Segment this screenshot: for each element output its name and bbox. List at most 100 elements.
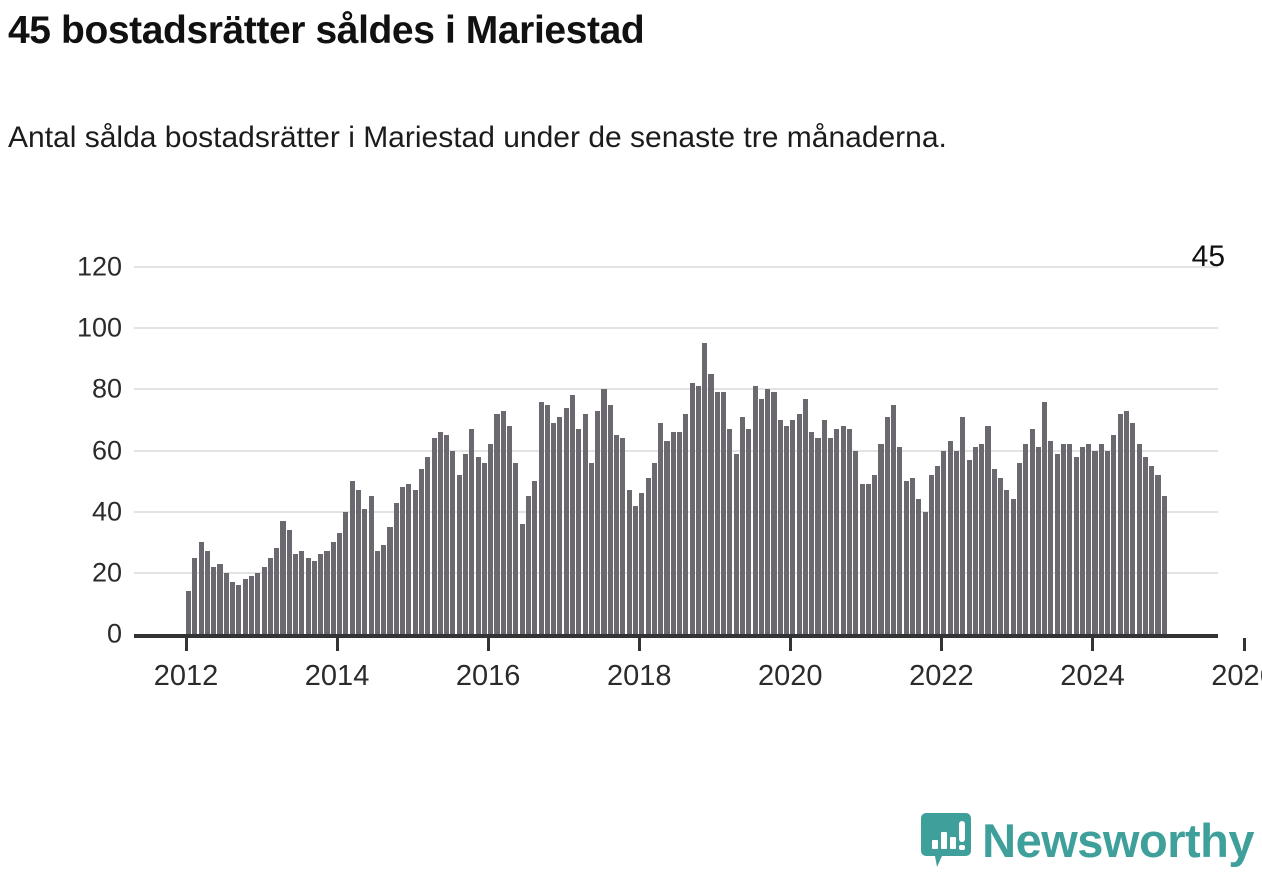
bar [790,419,796,634]
gridline [134,327,1218,330]
bar [400,487,406,634]
bar [393,502,399,634]
bar [337,533,343,634]
bar [872,474,878,634]
bar [620,438,626,634]
bar [664,441,670,634]
bar [192,557,198,634]
bar [1123,410,1130,634]
bar [821,419,827,634]
bar [683,413,689,634]
bar [1092,450,1098,634]
bar [1016,462,1023,634]
bar [941,450,947,634]
y-axis-tick-label: 40 [91,496,122,527]
y-axis-tick-label: 100 [76,312,122,343]
bar [853,450,859,634]
bar [223,572,229,634]
bar [658,422,664,634]
bar [544,404,550,634]
bar [274,548,280,634]
bar [1029,429,1035,634]
bar [702,343,708,634]
bar [922,511,928,634]
x-axis-tick [487,638,491,651]
bar [418,468,424,634]
bar [828,438,834,634]
bar [1023,444,1029,634]
bar [802,398,808,634]
bar [1054,453,1060,634]
bar [1010,499,1016,634]
bar [1035,447,1041,634]
bar [771,392,777,634]
chart-gridlines [0,240,1262,710]
bar [903,481,909,634]
bar [532,481,538,634]
bar [387,526,393,634]
y-axis-tick-label: 80 [91,373,122,404]
bar [928,474,934,634]
bar-chart: 45 0 20 40 60 80 100 120 2012 2014 2016 2018 2020 20… [0,240,1262,710]
gridline [134,449,1218,452]
bar [972,447,978,634]
bar [935,465,941,634]
x-axis-tick-label: 2016 [455,660,521,692]
bar [488,444,494,634]
bar [299,551,305,634]
bar [456,474,462,634]
bar [368,496,374,634]
bar [727,429,733,634]
bar [1098,444,1104,634]
x-axis-tick-label: 2020 [758,660,823,692]
bar [330,542,336,634]
bar [909,478,915,634]
bar [425,456,431,634]
y-axis-tick-label: 60 [91,435,122,465]
bar [538,401,544,634]
newsworthy-wordmark: Newsworthy [982,813,1254,867]
bar [1105,450,1111,634]
bar [632,505,639,634]
bar [1136,444,1142,634]
bar [437,432,443,634]
bar [859,484,865,634]
x-axis-tick-label: 2026 [1211,660,1262,692]
bar [551,422,557,634]
x-axis-tick-label: 2012 [153,660,219,692]
bar [865,484,871,634]
bar [834,429,840,634]
x-axis-tick [638,638,642,651]
x-axis-line [134,634,1218,638]
bar [381,545,387,634]
chart-subtitle: Antal sålda bostadsrätter i Mariestad un… [8,121,947,154]
chart-bars: 45 [0,240,1262,710]
bar [1004,490,1010,634]
bar [884,416,890,634]
x-axis-tick [336,638,340,651]
bar [614,435,620,634]
bar [1042,401,1048,634]
x-axis-tick-label: 2014 [304,660,370,692]
bar [519,523,525,634]
bar [695,386,701,634]
bar [412,490,418,634]
bar [689,383,695,634]
x-axis-tick [789,638,793,651]
bar [714,392,720,634]
bar [255,572,261,634]
bar [670,432,676,634]
bar [444,435,450,634]
bar [406,484,412,634]
bar [293,554,299,634]
bar [1048,441,1054,634]
bar [305,557,311,634]
bar [582,413,588,634]
x-axis-tick [940,638,944,651]
bar [595,410,601,634]
bar [525,496,532,634]
gridline [134,266,1218,268]
bar [966,459,972,634]
newsworthy-speech-bubble-chart-icon [921,813,972,867]
